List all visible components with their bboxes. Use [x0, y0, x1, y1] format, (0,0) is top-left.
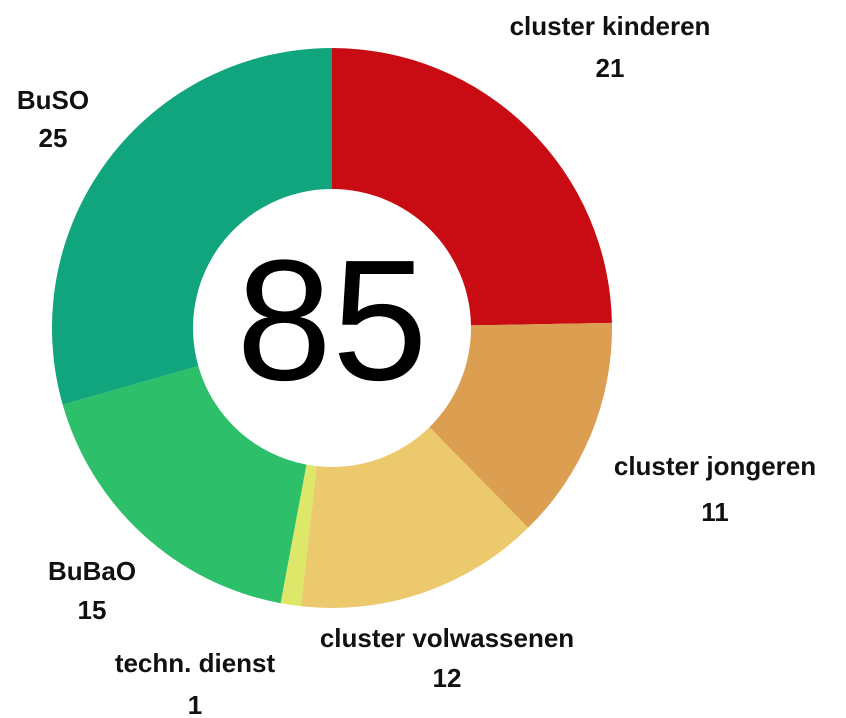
- segment-label: techn. dienst: [115, 648, 276, 678]
- segment-value: 12: [433, 663, 462, 693]
- segment-value: 15: [78, 595, 107, 625]
- segment-label: BuBaO: [48, 556, 136, 586]
- donut-segment: [51, 48, 332, 405]
- segment-label: cluster volwassenen: [320, 623, 574, 653]
- donut-segment: [301, 427, 529, 608]
- segment-label: BuSO: [17, 85, 89, 115]
- total-label: 85: [236, 224, 427, 416]
- donut-segment: [280, 464, 317, 607]
- donut-segment: [62, 366, 307, 604]
- donut-segment: [429, 322, 612, 528]
- donut-segment: [332, 48, 612, 326]
- segment-value: 21: [596, 53, 625, 83]
- segment-label: cluster jongeren: [614, 451, 816, 481]
- segment-label: cluster kinderen: [510, 11, 711, 41]
- segment-value: 25: [39, 123, 68, 153]
- segment-value: 1: [188, 690, 202, 718]
- segment-value: 11: [701, 497, 729, 527]
